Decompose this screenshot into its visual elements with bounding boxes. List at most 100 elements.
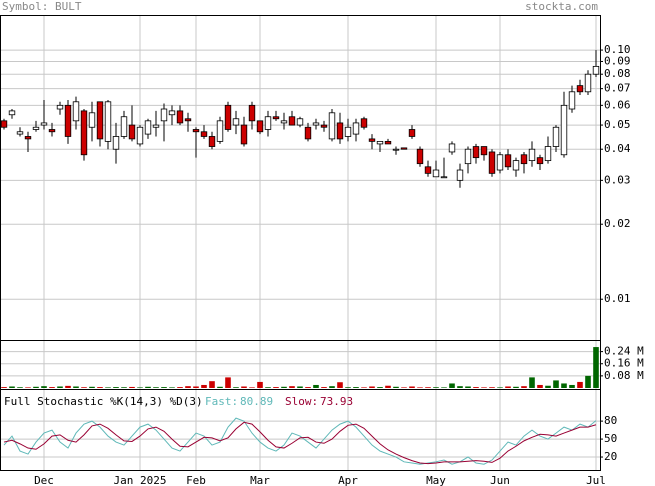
candle-body [144, 120, 152, 135]
y-tick-label: 0.08 [604, 67, 631, 80]
candle-body [472, 146, 480, 159]
volume-bar [225, 377, 231, 388]
candle-body [568, 91, 576, 110]
volume-bar [353, 387, 359, 388]
candle-body [520, 154, 528, 165]
volume-bar [465, 386, 471, 388]
candle-body [552, 126, 560, 147]
candle-body [480, 146, 488, 156]
volume-bar [41, 386, 47, 388]
volume-bar [201, 384, 207, 388]
volume-bar [321, 387, 327, 388]
candle-body [0, 120, 8, 128]
candle-body [200, 131, 208, 137]
y-tick-label: 0.01 [604, 292, 631, 305]
x-tick-label: Jun [490, 474, 510, 486]
y-tick-label: 0.10 [604, 43, 631, 56]
volume-bar [593, 347, 599, 388]
candle-body [560, 104, 568, 156]
volume-bar [401, 387, 407, 388]
candle-body [56, 104, 64, 110]
volume-bar [81, 387, 87, 388]
candle-body [544, 146, 552, 162]
candle-body [376, 140, 384, 145]
volume-bar [65, 385, 71, 388]
volume-bar [577, 381, 583, 388]
volume-bar [209, 381, 215, 388]
candle-body [208, 136, 216, 147]
volume-bar [257, 381, 263, 388]
x-tick-label: Jan 2025 [114, 474, 167, 486]
candle-body [112, 136, 120, 150]
slow-value: 73.93 [320, 395, 353, 408]
candle-body [464, 148, 472, 165]
volume-bar [233, 387, 239, 388]
y-tick-label: 80 [604, 414, 617, 427]
candle-body [392, 148, 400, 151]
candle-body [592, 65, 600, 75]
volume-bar [377, 387, 383, 388]
volume-bar [505, 386, 511, 388]
candle-body [128, 124, 136, 140]
volume-bar [281, 386, 287, 388]
candle-body [288, 116, 296, 126]
volume-bar [521, 386, 527, 388]
volume-bar [313, 384, 319, 388]
candle-body [32, 126, 40, 130]
y-tick-label: 50 [604, 432, 617, 445]
volume-bar [33, 386, 39, 388]
candle-body [104, 101, 112, 142]
candle-body [256, 120, 264, 133]
volume-bar [529, 377, 535, 388]
candle-body [160, 108, 168, 122]
candle-body [184, 118, 192, 122]
x-tick-label: Jul [586, 474, 606, 486]
y-tick-label: 0.24 M [604, 345, 644, 358]
candle-body [136, 126, 144, 145]
y-tick-label: 0.09 [604, 54, 631, 67]
stoch-line [3, 417, 597, 465]
candle-body [528, 148, 536, 162]
candle-body [360, 118, 368, 128]
y-tick-label: 0.03 [604, 173, 631, 186]
volume-bar [545, 385, 551, 388]
volume-bar [9, 386, 15, 388]
candle-body [328, 112, 336, 140]
volume-bar [441, 387, 447, 388]
volume-bar [361, 387, 367, 388]
candle-body [272, 116, 280, 120]
y-tick-label: 0.07 [604, 82, 631, 95]
candle-body [24, 136, 32, 140]
volume-bar [289, 386, 295, 388]
candle-body [400, 147, 408, 150]
volume-bar [417, 387, 423, 388]
volume-bar [153, 387, 159, 388]
candle-body [248, 104, 256, 122]
slow-label: Slow: [285, 395, 318, 408]
candle-body [48, 129, 56, 133]
candle-body [448, 143, 456, 153]
volume-bar [25, 387, 31, 388]
candle-body [64, 104, 72, 137]
candle-body [16, 131, 24, 135]
candle-body [192, 129, 200, 133]
candle-body [152, 124, 160, 128]
fast-value: 80.89 [240, 395, 273, 408]
volume-bar [473, 387, 479, 388]
candle-body [280, 120, 288, 124]
candle-body [584, 73, 592, 93]
volume-bar [297, 386, 303, 388]
volume-bar [105, 387, 111, 388]
x-tick-label: Apr [338, 474, 358, 486]
volume-bar [537, 384, 543, 388]
candle-body [336, 122, 344, 140]
volume-bar [57, 386, 63, 388]
candle-body [424, 166, 432, 174]
volume-bar [129, 386, 135, 388]
volume-bar [433, 387, 439, 388]
volume-bar [1, 387, 7, 388]
volume-bar [409, 386, 415, 388]
volume-bar [169, 387, 175, 388]
stoch-line [3, 421, 597, 465]
